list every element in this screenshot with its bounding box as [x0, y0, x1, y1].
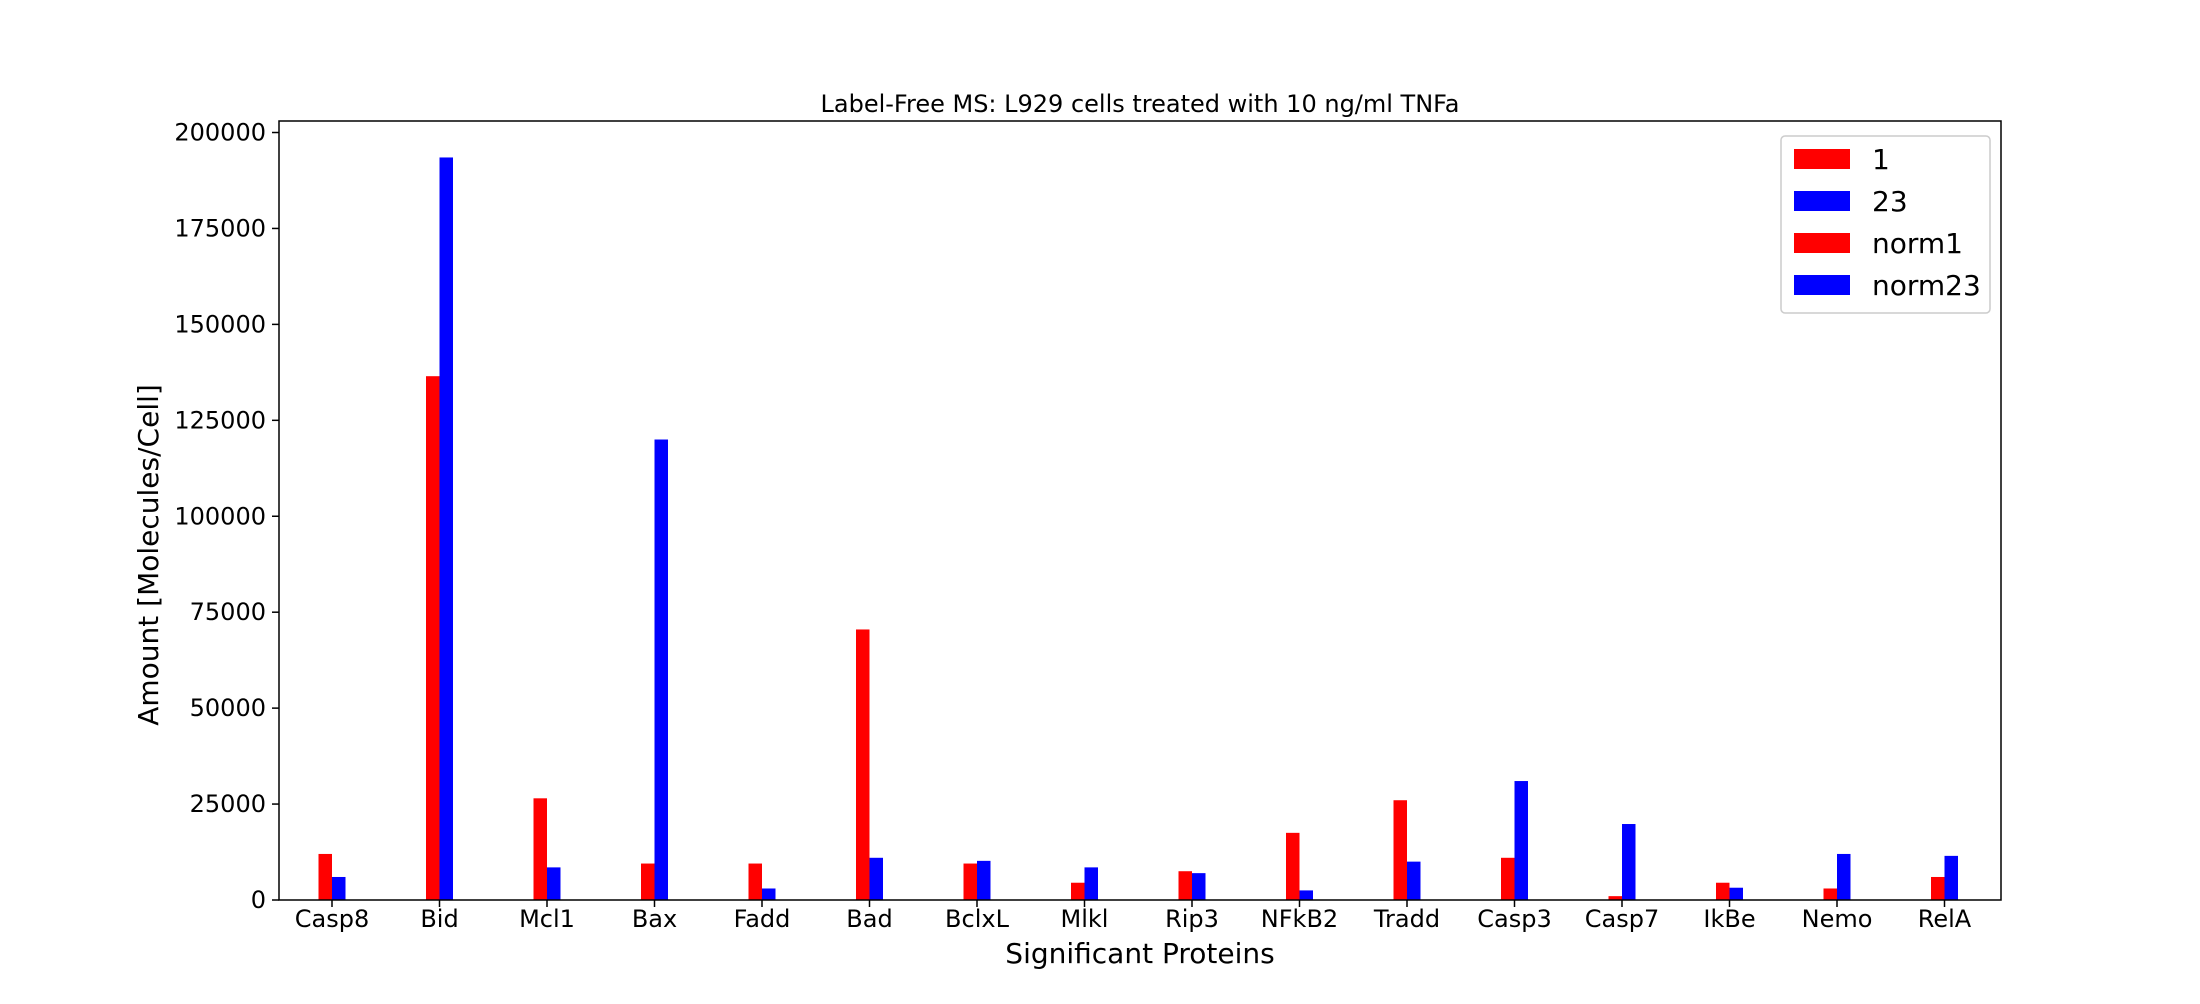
- bar-bid-series-1: [426, 376, 440, 900]
- legend-label-norm23: norm23: [1872, 269, 1981, 302]
- bar-rela-series-23: [1944, 855, 1958, 900]
- bar-ikbe-series-23: [1729, 887, 1743, 900]
- x-ticks: Casp8 Bid Mcl1 Bax Fadd Bad BclxL Mlkl Rip3 NFkB2…: [295, 900, 1972, 933]
- bar-rip3-series-23: [1192, 873, 1206, 900]
- chart-title: Label-Free MS: L929 cells treated with 1…: [821, 90, 1460, 118]
- bar-fadd-series-23: [762, 888, 776, 900]
- legend-label-23: 23: [1872, 185, 1908, 218]
- y-tick-label: 150000: [174, 310, 266, 338]
- bar-nemo-series-1: [1823, 888, 1837, 900]
- x-axis-label: Significant Proteins: [1005, 937, 1274, 970]
- bar-mcl1-series-23: [547, 867, 561, 900]
- bars-layer: [318, 157, 1958, 900]
- bar-casp7-series-23: [1622, 824, 1636, 900]
- x-tick-label: RelA: [1918, 905, 1972, 933]
- y-tick-label: 100000: [174, 502, 266, 530]
- bar-bad-series-1: [856, 629, 870, 900]
- y-ticks: 0 25000 50000 75000 100000 125000 150000 175000…: [174, 119, 279, 914]
- y-tick-label: 125000: [174, 406, 266, 434]
- x-tick-label: IkBe: [1703, 905, 1755, 933]
- x-tick-label: BclxL: [945, 905, 1010, 933]
- bar-casp8-series-23: [332, 876, 346, 900]
- y-axis-label: Amount [Molecules/Cell]: [132, 384, 165, 726]
- bar-mlkl-series-23: [1084, 867, 1098, 900]
- x-tick-label: Bax: [632, 905, 677, 933]
- y-tick-label: 175000: [174, 214, 266, 242]
- bar-mlkl-series-1: [1071, 882, 1085, 900]
- bar-nfkb2-series-23: [1299, 890, 1313, 900]
- bar-nfkb2-series-1: [1286, 832, 1300, 900]
- y-tick-label: 75000: [190, 598, 266, 626]
- bar-casp3-series-1: [1501, 857, 1515, 900]
- bar-nemo-series-23: [1837, 853, 1851, 900]
- x-tick-label: Mlkl: [1061, 905, 1109, 933]
- y-tick-label: 50000: [190, 694, 266, 722]
- x-tick-label: NFkB2: [1261, 905, 1338, 933]
- x-tick-label: Bid: [420, 905, 458, 933]
- x-tick-label: Bad: [846, 905, 892, 933]
- bar-rip3-series-1: [1178, 871, 1192, 900]
- bar-tradd-series-1: [1393, 800, 1407, 900]
- legend-label-norm1: norm1: [1872, 227, 1963, 260]
- legend: 1 23 norm1 norm23: [1780, 135, 1991, 314]
- bar-ikbe-series-1: [1716, 882, 1730, 900]
- plot-frame: [278, 120, 2002, 901]
- y-tick-label: 0: [251, 886, 266, 914]
- legend-swatch-1: [1794, 149, 1850, 169]
- bar-bid-series-23: [439, 157, 453, 900]
- legend-label-1: 1: [1872, 143, 1890, 176]
- bar-casp3-series-23: [1514, 781, 1528, 900]
- bar-rela-series-1: [1931, 876, 1945, 900]
- bar-casp8-series-1: [318, 853, 332, 900]
- legend-box: [1780, 135, 1991, 314]
- legend-swatch-norm1: [1794, 233, 1850, 253]
- x-tick-label: Mcl1: [519, 905, 575, 933]
- x-tick-label: Casp3: [1477, 905, 1551, 933]
- x-tick-label: Casp7: [1585, 905, 1659, 933]
- bar-bclxl-series-23: [977, 860, 991, 900]
- bar-bax-series-23: [654, 439, 668, 900]
- x-tick-label: Tradd: [1373, 905, 1440, 933]
- y-tick-label: 200000: [174, 119, 266, 147]
- bar-bax-series-1: [641, 863, 655, 900]
- bar-bclxl-series-1: [963, 863, 977, 900]
- bar-casp7-series-1: [1608, 896, 1622, 900]
- x-tick-label: Nemo: [1802, 905, 1873, 933]
- bar-fadd-series-1: [748, 863, 762, 900]
- x-tick-label: Casp8: [295, 905, 369, 933]
- x-tick-label: Rip3: [1165, 905, 1219, 933]
- y-tick-label: 25000: [190, 790, 266, 818]
- bar-tradd-series-23: [1407, 861, 1421, 900]
- bar-mcl1-series-1: [533, 798, 547, 900]
- bar-bad-series-23: [869, 857, 883, 900]
- legend-swatch-23: [1794, 191, 1850, 211]
- legend-swatch-norm23: [1794, 275, 1850, 295]
- x-tick-label: Fadd: [734, 905, 791, 933]
